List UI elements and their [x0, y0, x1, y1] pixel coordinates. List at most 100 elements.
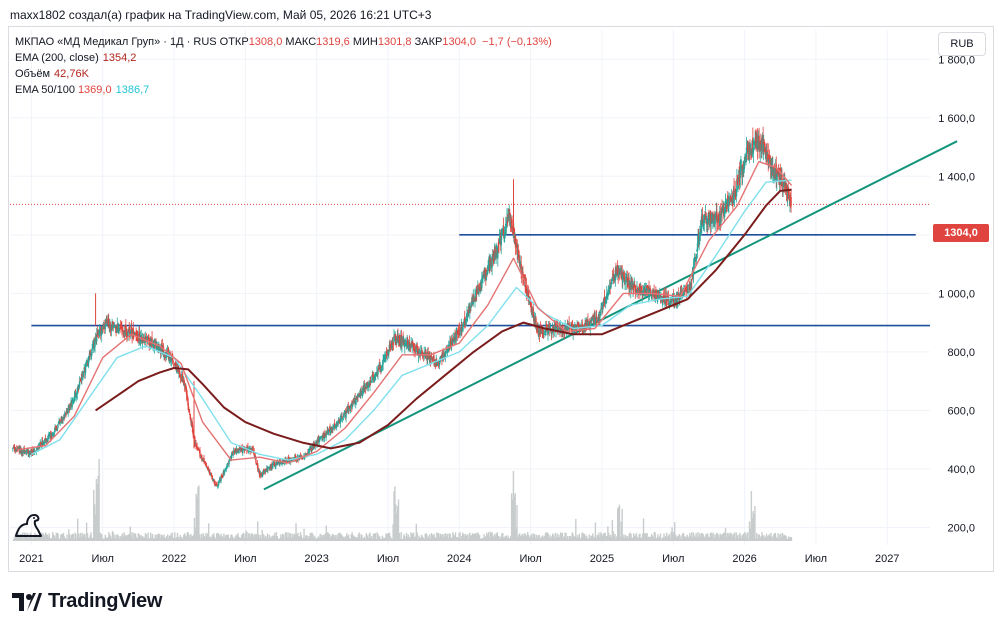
candle-body: [110, 326, 113, 331]
volume-bar: [629, 532, 631, 541]
candle-body: [186, 397, 189, 399]
volume-bar: [297, 532, 299, 541]
candle-body: [98, 329, 101, 334]
volume-bar: [288, 537, 290, 541]
candle-body: [304, 454, 306, 457]
volume-bar: [497, 535, 499, 541]
volume-bar: [324, 533, 327, 541]
legend-volume-row[interactable]: Объём 42,76K: [15, 66, 552, 82]
volume-bar: [134, 533, 136, 541]
candle-body: [505, 223, 507, 231]
volume-bar: [695, 533, 697, 541]
volume-bar: [632, 537, 634, 541]
candle-body: [302, 456, 304, 459]
volume-bar: [753, 514, 755, 541]
volume-bar: [189, 537, 191, 541]
candle-body: [447, 349, 449, 351]
volume-bar: [757, 534, 760, 541]
candle-body: [486, 271, 489, 275]
volume-bar: [20, 534, 23, 541]
candle-body: [757, 140, 759, 150]
candle-body: [669, 297, 672, 302]
candle-body: [254, 455, 257, 458]
candle-body: [780, 181, 782, 185]
volume-bar: [377, 533, 379, 541]
volume-bar: [607, 526, 609, 541]
volume-bar: [371, 535, 373, 541]
candle-body: [482, 274, 485, 276]
candle-body: [665, 292, 667, 303]
candle-body: [632, 284, 635, 288]
candle-body: [752, 148, 755, 153]
legend-ema200-value: 1354,2: [102, 52, 137, 64]
candle-body: [519, 261, 521, 267]
volume-bar: [47, 536, 50, 541]
volume-bar: [661, 538, 663, 541]
candle-body: [252, 446, 254, 451]
volume-bar: [158, 533, 160, 541]
volume-bar: [383, 537, 385, 541]
x-tick-label: 2023: [304, 553, 328, 565]
volume-bar: [452, 532, 454, 541]
volume-bar: [656, 538, 658, 541]
legend-ema200-row[interactable]: EMA (200, close) 1354,2: [15, 50, 552, 66]
volume-bar: [541, 536, 543, 541]
volume-bar: [677, 535, 679, 541]
candle-body: [637, 291, 639, 293]
volume-bar: [741, 535, 744, 541]
volume-bar: [256, 534, 258, 541]
currency-button[interactable]: RUB: [938, 32, 986, 56]
volume-bar: [549, 535, 551, 541]
volume-bar: [421, 536, 424, 541]
volume-bar: [715, 533, 718, 541]
candle-body: [45, 439, 47, 441]
volume-bar: [759, 537, 761, 541]
horizontal-levels: [10, 203, 930, 327]
volume-bar: [496, 532, 499, 541]
volume-bar: [231, 534, 233, 541]
volume-bar: [306, 535, 309, 541]
candle-body: [484, 268, 486, 276]
volume-bar: [756, 533, 758, 541]
tradingview-brand[interactable]: TradingView: [12, 590, 162, 613]
volume-bar: [259, 535, 262, 541]
volume-bar: [742, 534, 745, 541]
candle-body: [786, 187, 789, 197]
candle-body: [531, 312, 533, 315]
ema50-line: [16, 160, 793, 464]
volume-bar: [583, 533, 585, 541]
volume-bar: [295, 523, 297, 541]
candle-body: [768, 157, 771, 160]
legend-ema50100-row[interactable]: EMA 50/100 1369,0 1386,7: [15, 82, 552, 98]
volume-bar: [237, 533, 239, 541]
volume-bar: [403, 534, 405, 541]
volume-bar: [255, 534, 257, 541]
candle-body: [197, 449, 199, 451]
volume-bar: [157, 535, 159, 541]
legend-high-value: 1319,6: [316, 36, 350, 48]
candle-body: [213, 479, 215, 484]
candle-body: [220, 476, 222, 481]
volume-bar: [294, 534, 296, 541]
volume-bar: [572, 534, 574, 541]
candle-body: [141, 339, 144, 344]
volume-bar: [338, 532, 341, 541]
volume-bar: [128, 533, 131, 541]
volume-bar: [12, 538, 15, 541]
volume-bar: [187, 532, 189, 541]
volume-bar: [366, 535, 369, 541]
legend-symbol[interactable]: МКПАО «МД Медикал Груп» · 1Д · RUS: [15, 36, 217, 48]
volume-bar: [207, 523, 210, 541]
candle-body: [747, 143, 749, 150]
volume-bar: [440, 535, 442, 541]
volume-bar: [72, 534, 74, 541]
candle-body: [100, 330, 102, 337]
volume-bar: [105, 537, 107, 541]
volume-bar: [132, 538, 134, 541]
volume-bar: [640, 538, 642, 541]
volume-bar: [90, 532, 92, 541]
volume-bar: [428, 536, 430, 541]
candle-body: [194, 437, 196, 444]
candle-body: [763, 142, 765, 144]
